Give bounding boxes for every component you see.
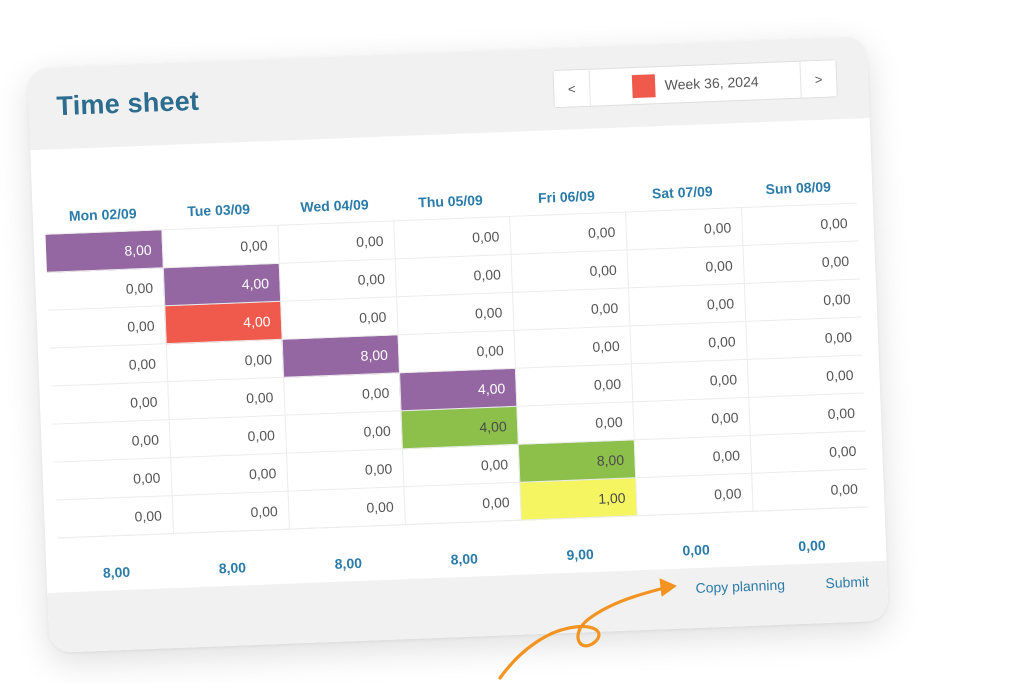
pointer-arrow-icon <box>498 578 677 680</box>
